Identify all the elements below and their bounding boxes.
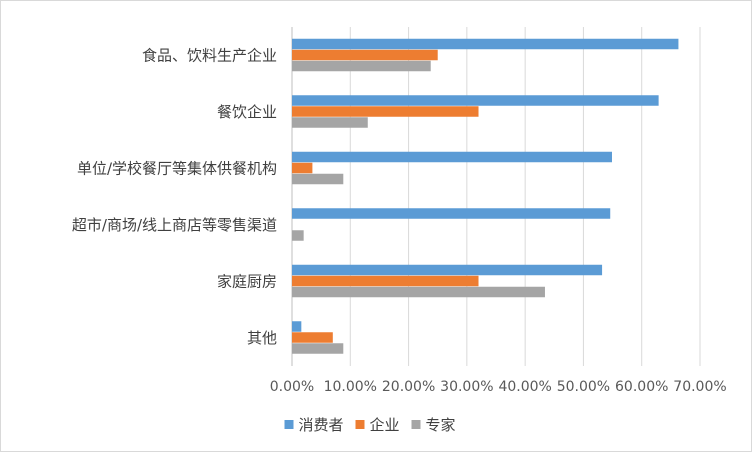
- x-tick-label: 20.00%: [382, 379, 435, 395]
- bar-consumer: [292, 38, 679, 50]
- x-tick-label: 30.00%: [440, 379, 493, 395]
- bar-consumer: [292, 264, 603, 276]
- bar-expert: [292, 286, 545, 298]
- legend-swatch: [411, 420, 421, 429]
- bar-expert: [292, 343, 344, 354]
- category-label: 超市/商场/线上商店等零售渠道: [72, 216, 277, 234]
- bar-enterprise: [292, 162, 313, 174]
- bar-consumer: [292, 95, 659, 106]
- bar-enterprise: [292, 275, 479, 287]
- bar-expert: [292, 60, 431, 72]
- x-tick-label: 70.00%: [673, 379, 726, 395]
- category-label: 其他: [247, 329, 277, 347]
- x-tick-label: 0.00%: [270, 379, 314, 395]
- category-label: 单位/学校餐厅等集体供餐机构: [77, 159, 277, 177]
- bar-consumer: [292, 321, 302, 332]
- legend-label: 企业: [370, 416, 400, 434]
- legend-swatch: [355, 420, 365, 429]
- legend-label: 专家: [426, 416, 456, 434]
- legend-swatch: [284, 420, 294, 429]
- bar-enterprise: [292, 106, 479, 117]
- bar-expert: [292, 230, 304, 241]
- bar-expert: [292, 173, 344, 185]
- bar-expert: [292, 117, 368, 128]
- category-label: 餐饮企业: [217, 103, 277, 121]
- category-label: 家庭厨房: [217, 272, 277, 290]
- category-label: 食品、饮料生产企业: [142, 46, 277, 64]
- bar-enterprise: [292, 49, 438, 61]
- x-tick-label: 60.00%: [615, 379, 668, 395]
- bar-consumer: [292, 208, 611, 219]
- legend-label: 消费者: [299, 416, 344, 434]
- x-tick-label: 40.00%: [498, 379, 551, 395]
- bar-consumer: [292, 151, 612, 163]
- bar-enterprise: [292, 332, 333, 343]
- x-tick-label: 50.00%: [557, 379, 610, 395]
- x-tick-label: 10.00%: [324, 379, 377, 395]
